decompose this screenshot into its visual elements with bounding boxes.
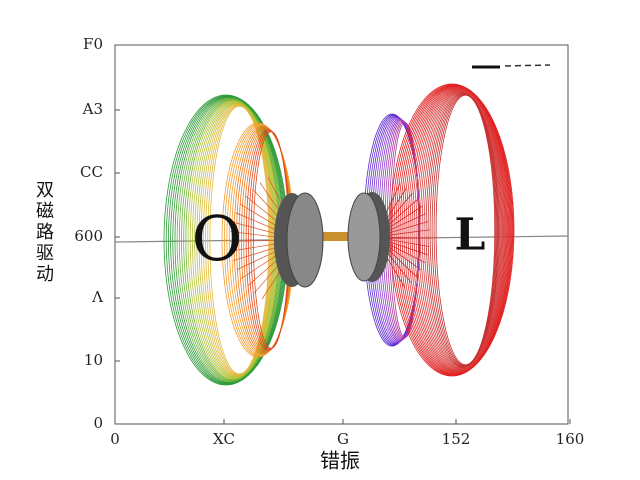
ring xyxy=(198,103,274,377)
ring xyxy=(207,105,271,375)
y-tick-label: 0 xyxy=(93,414,103,432)
ring xyxy=(431,93,497,367)
x-tick-label: XC xyxy=(213,430,235,448)
ring xyxy=(411,88,506,372)
ring xyxy=(205,104,272,376)
ring xyxy=(393,84,513,376)
ring xyxy=(405,87,508,373)
ring xyxy=(419,90,502,370)
x-tick-label: 160 xyxy=(556,430,585,448)
ring xyxy=(415,89,504,371)
y-tick-label: 10 xyxy=(84,351,103,369)
ring xyxy=(417,90,503,370)
ring xyxy=(413,89,505,371)
ring xyxy=(429,93,498,367)
y-tick-label: A3 xyxy=(82,100,103,118)
ring xyxy=(209,105,270,375)
x-tick-label: G xyxy=(337,430,349,448)
ring xyxy=(421,91,502,369)
ring xyxy=(395,85,512,375)
y-tick-label: 600 xyxy=(74,227,103,245)
y-tick-label: Λ xyxy=(91,288,103,306)
shaft xyxy=(310,232,365,241)
ring xyxy=(409,88,507,372)
legend-line xyxy=(504,64,551,67)
ring xyxy=(407,87,507,373)
ring xyxy=(390,122,420,338)
y-tick-label: CC xyxy=(80,163,103,181)
ring xyxy=(435,94,496,366)
ring xyxy=(423,91,501,369)
ring xyxy=(200,103,273,377)
ring xyxy=(391,84,514,376)
ring xyxy=(403,87,509,373)
x-tick-label: 0 xyxy=(110,430,120,448)
annotation: L xyxy=(455,210,486,261)
x-tick-label: 152 xyxy=(442,430,471,448)
disk xyxy=(347,192,381,282)
disk xyxy=(286,192,324,288)
annotation: O xyxy=(192,202,243,275)
ring xyxy=(401,86,510,374)
y-tick-label: F0 xyxy=(83,35,103,53)
y-axis-label: 双磁路驱动 xyxy=(36,180,54,285)
x-axis-label: 错振 xyxy=(320,449,360,473)
ring xyxy=(202,104,272,376)
ring xyxy=(433,94,496,366)
